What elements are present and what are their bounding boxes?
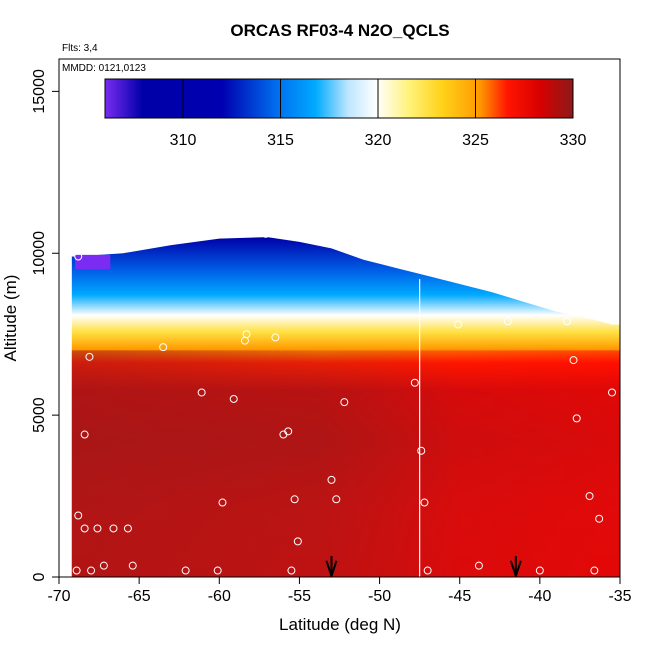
sample-point bbox=[572, 414, 581, 423]
sample-point bbox=[590, 566, 599, 575]
sample-point bbox=[271, 333, 280, 342]
sample-point bbox=[99, 561, 108, 570]
sample-point bbox=[503, 317, 512, 326]
sample-point bbox=[417, 446, 426, 455]
sample-point bbox=[585, 492, 594, 501]
y-tick-label: 0 bbox=[31, 572, 48, 581]
sample-points bbox=[72, 229, 616, 575]
sample-point bbox=[123, 524, 132, 533]
colorbar-tick-label: 325 bbox=[462, 132, 489, 149]
sample-point bbox=[87, 566, 96, 575]
x-axis: -70 -65 -60 -55 -50 -45 -40 -35 bbox=[47, 577, 632, 605]
flights-label: Flts: 3,4 bbox=[62, 43, 98, 54]
dates-label: MMDD: 0121,0123 bbox=[62, 63, 146, 74]
sample-point bbox=[287, 566, 296, 575]
sample-point bbox=[213, 566, 222, 575]
x-tick-label: -70 bbox=[47, 588, 70, 605]
sample-point bbox=[72, 566, 81, 575]
sample-point bbox=[607, 388, 616, 397]
x-axis-title: Latitude (deg N) bbox=[279, 615, 401, 634]
sample-point bbox=[181, 566, 190, 575]
sample-point bbox=[474, 561, 483, 570]
y-axis-title: Altitude (m) bbox=[1, 275, 20, 362]
colorbar: 310 315 320 325 330 bbox=[104, 78, 587, 149]
sample-point bbox=[569, 356, 578, 365]
sample-point bbox=[410, 378, 419, 387]
sample-point bbox=[218, 498, 227, 507]
y-tick-label: 10000 bbox=[31, 231, 48, 276]
sample-point bbox=[85, 352, 94, 361]
plot-frame bbox=[58, 58, 621, 578]
sample-point bbox=[327, 475, 336, 484]
plot-area bbox=[71, 229, 620, 577]
colorbar-tick-label: 315 bbox=[267, 132, 294, 149]
sample-point bbox=[93, 524, 102, 533]
x-tick-label: -35 bbox=[608, 588, 631, 605]
sample-point bbox=[109, 524, 118, 533]
sample-point bbox=[74, 252, 83, 261]
sample-point bbox=[423, 566, 432, 575]
low-value-cell bbox=[75, 254, 111, 270]
sample-point bbox=[290, 495, 299, 504]
sample-point bbox=[332, 495, 341, 504]
flight-arrow bbox=[325, 555, 338, 577]
x-tick-label: -65 bbox=[128, 588, 151, 605]
sample-point bbox=[197, 388, 206, 397]
colorbar-gradient bbox=[104, 78, 574, 119]
sample-point bbox=[563, 317, 572, 326]
sample-point bbox=[80, 430, 89, 439]
sample-point bbox=[229, 394, 238, 403]
x-tick-label: -60 bbox=[208, 588, 231, 605]
x-tick-label: -40 bbox=[528, 588, 551, 605]
sample-point bbox=[420, 498, 429, 507]
low-value-patch bbox=[75, 254, 111, 270]
sample-point bbox=[128, 561, 137, 570]
sample-point bbox=[261, 229, 270, 238]
x-tick-label: -50 bbox=[368, 588, 391, 605]
sample-point bbox=[80, 524, 89, 533]
x-tick-label: -45 bbox=[448, 588, 471, 605]
sample-point bbox=[293, 537, 302, 546]
colorbar-tick-label: 330 bbox=[560, 132, 587, 149]
sample-point bbox=[340, 398, 349, 407]
chart-title: ORCAS RF03-4 N2O_QCLS bbox=[230, 21, 449, 40]
data-field-shading bbox=[71, 350, 620, 577]
sample-point bbox=[74, 511, 83, 520]
sample-point bbox=[535, 566, 544, 575]
sample-point bbox=[284, 427, 293, 436]
sample-point bbox=[159, 343, 168, 352]
y-tick-label: 5000 bbox=[31, 397, 48, 433]
flight-arrow bbox=[509, 555, 522, 577]
colorbar-tick-label: 320 bbox=[365, 132, 392, 149]
colorbar-tick-label: 310 bbox=[170, 132, 197, 149]
flight-arrows bbox=[325, 555, 522, 577]
sample-point bbox=[242, 330, 251, 339]
sample-point bbox=[454, 320, 463, 329]
sample-point bbox=[595, 514, 604, 523]
x-tick-label: -55 bbox=[288, 588, 311, 605]
y-axis: 0 5000 10000 15000 bbox=[31, 69, 59, 581]
y-tick-label: 15000 bbox=[31, 69, 48, 114]
